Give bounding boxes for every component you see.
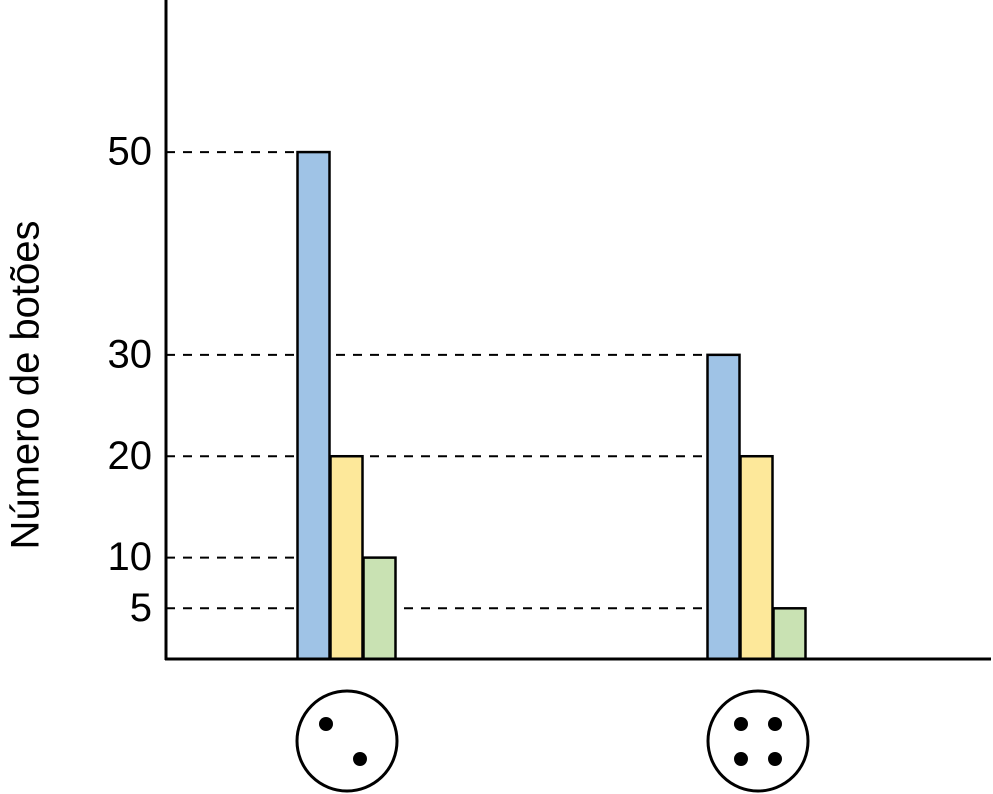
y-axis-label: Número de botões — [4, 220, 48, 549]
button-hole — [734, 717, 748, 731]
button-icon — [706, 689, 810, 793]
bar — [329, 454, 364, 661]
y-tick-label: 30 — [108, 332, 153, 376]
category-icon — [706, 689, 810, 793]
plot-area: 5 10 20 30 50 — [108, 130, 807, 661]
y-tick-label: 5 — [130, 586, 152, 630]
button-hole — [353, 752, 367, 766]
button-hole — [319, 717, 333, 731]
y-tick-label: 50 — [108, 130, 153, 174]
y-tick-label: 10 — [108, 535, 153, 579]
button-hole — [768, 752, 782, 766]
bar — [362, 556, 397, 661]
button-icon — [295, 689, 399, 793]
button-hole — [734, 752, 748, 766]
button-hole — [768, 717, 782, 731]
bar — [739, 454, 774, 661]
category-icon — [295, 689, 399, 793]
y-tick-label: 20 — [108, 434, 153, 478]
bar — [772, 607, 807, 661]
bar — [296, 150, 331, 661]
bar — [706, 353, 741, 661]
